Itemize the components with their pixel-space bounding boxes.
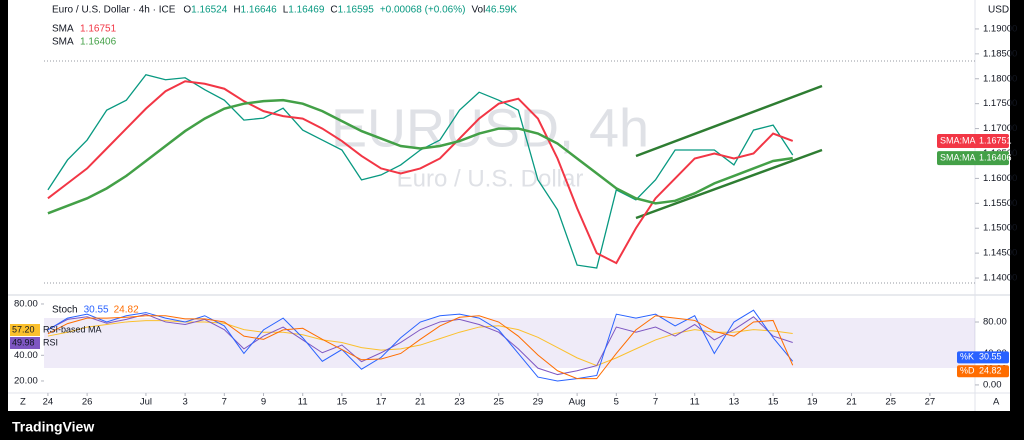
x-tick-label: Jul	[140, 397, 152, 408]
icon[interactable]: Z	[20, 397, 26, 408]
legend-name: SMA	[52, 24, 74, 35]
legend-name: RSI-based MA	[43, 324, 102, 334]
x-tick-label: 27	[925, 397, 936, 408]
x-tick-label: 29	[533, 397, 544, 408]
legend-value: 49.98	[12, 337, 35, 347]
x-tick-label: 25	[885, 397, 896, 408]
y-tick-label: 80.00	[983, 317, 1007, 328]
y2-tick-label: 80.00	[14, 298, 38, 309]
y-tick-label: 1.14000	[983, 273, 1017, 284]
legend-name: SMA	[52, 37, 74, 48]
badge-value: 1.16406	[979, 153, 1012, 163]
legend-value: 1.16751	[80, 24, 117, 35]
footer-brand: TradingView	[12, 419, 94, 435]
currency: USD	[988, 5, 1009, 16]
x-tick-label: 15	[768, 397, 779, 408]
x-tick-label: 7	[653, 397, 658, 408]
y-tick-label: 1.18500	[983, 48, 1017, 59]
x-tick-label: 23	[454, 397, 465, 408]
ohlc-value: 1.16469	[288, 5, 325, 16]
y-tick-label: 0.00	[983, 379, 1002, 390]
volume-label: Vol	[471, 5, 485, 16]
x-tick-label: 13	[729, 397, 740, 408]
x-tick-label: Aug	[569, 397, 586, 408]
ohlc-value: 1.16595	[338, 5, 375, 16]
indicator-value: 30.55	[84, 305, 109, 316]
x-tick-label: 11	[690, 397, 700, 408]
series-line	[47, 98, 793, 215]
y-tick-label: 1.15500	[983, 198, 1017, 209]
ohlc-label: L	[283, 5, 289, 16]
indicator-title: Stoch	[52, 305, 78, 316]
ohlc-value: 1.16646	[241, 5, 278, 16]
y-tick-label: 1.16000	[983, 173, 1017, 184]
badge-bg	[937, 133, 1009, 148]
badge-label: %K	[960, 352, 974, 362]
change: +0.00068 (+0.06%)	[380, 5, 466, 16]
ohlc-label: O	[183, 5, 191, 16]
y-tick-label: 1.18000	[983, 73, 1017, 84]
y-tick-label: 1.17500	[983, 98, 1017, 109]
x-tick-label: 5	[614, 397, 619, 408]
header: Euro / U.S. Dollar · 4h · ICE USD	[52, 5, 1009, 16]
x-tick-label: 19	[807, 397, 818, 408]
y2-tick-label: 20.00	[14, 375, 38, 386]
y2-tick-label: 40.00	[14, 350, 38, 361]
x-tick-label: 11	[298, 397, 308, 408]
series-line	[47, 320, 793, 367]
badge-label: SMA:MA	[940, 153, 976, 163]
x-tick-label: 9	[261, 397, 266, 408]
x-tick-label: 21	[415, 397, 426, 408]
symbol-title: Euro / U.S. Dollar · 4h · ICE	[52, 5, 176, 16]
legend-bg	[10, 324, 40, 336]
watermark-name: Euro / U.S. Dollar	[397, 165, 584, 192]
volume-value: 46.59K	[485, 5, 517, 16]
trend-line	[635, 148, 823, 220]
ohlc-label: H	[233, 5, 240, 16]
badge-value: 24.82	[979, 366, 1002, 376]
icon[interactable]: A	[993, 397, 1000, 408]
x-tick-label: 7	[222, 397, 227, 408]
y-tick-label: 1.14500	[983, 248, 1017, 259]
legend-bg	[10, 337, 40, 349]
badge-bg	[957, 351, 1009, 364]
x-tick-label: 25	[493, 397, 504, 408]
indicator-value: 24.82	[114, 305, 139, 316]
legend-value: 1.16406	[80, 37, 117, 48]
series-line	[47, 313, 793, 376]
trend-line	[635, 84, 823, 158]
legend-name: RSI	[43, 337, 58, 347]
legend-value: 57.20	[12, 324, 35, 334]
y-tick-label: 1.19000	[983, 23, 1017, 34]
series-line	[47, 309, 794, 382]
series-line	[47, 80, 794, 265]
x-tick-label: 21	[846, 397, 857, 408]
x-tick-label: 3	[182, 397, 187, 408]
x-tick-label: 26	[82, 397, 93, 408]
ohlc-value: 1.16524	[191, 5, 228, 16]
badge-bg	[937, 151, 1009, 166]
badge-bg	[957, 365, 1009, 378]
y-tick-label: 1.15000	[983, 223, 1017, 234]
badge-label: %D	[960, 366, 975, 376]
series-line	[47, 74, 794, 269]
y-tick-label: 1.17000	[983, 123, 1017, 134]
x-tick-label: 17	[376, 397, 387, 408]
ohlc-label: C	[330, 5, 337, 16]
x-tick-label: 15	[337, 397, 348, 408]
badge-label: SMA:MA	[940, 135, 976, 145]
badge-value: 30.55	[979, 352, 1002, 362]
watermark-symbol: EURUSD, 4h	[331, 98, 649, 158]
series-line	[47, 315, 794, 380]
x-tick-label: 24	[43, 397, 54, 408]
badge-value: 1.16751	[979, 135, 1012, 145]
